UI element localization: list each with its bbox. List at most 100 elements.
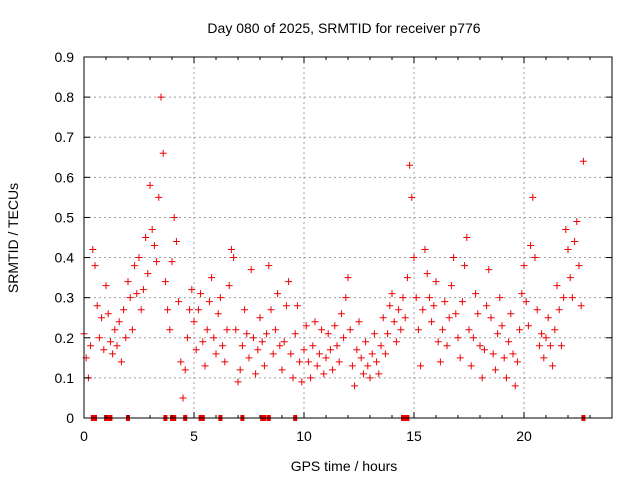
data-point	[423, 270, 431, 278]
data-point	[329, 366, 337, 374]
data-point	[170, 213, 178, 221]
data-point	[164, 306, 172, 314]
data-point	[293, 302, 301, 310]
data-point	[289, 374, 297, 382]
data-point	[557, 342, 565, 350]
data-point	[518, 290, 526, 298]
data-point	[302, 322, 310, 330]
data-point	[531, 254, 539, 262]
data-point	[210, 334, 218, 342]
data-point	[324, 330, 332, 338]
y-tick-label: 0.3	[55, 290, 75, 306]
data-point	[161, 278, 169, 286]
data-point	[461, 262, 469, 270]
x-tick-label: 20	[516, 428, 532, 444]
data-point	[507, 310, 515, 318]
data-point	[214, 310, 222, 318]
data-point	[326, 346, 334, 354]
data-point	[249, 334, 257, 342]
data-point	[221, 358, 229, 366]
data-point	[344, 274, 352, 282]
data-point	[428, 318, 436, 326]
data-point	[172, 238, 180, 246]
data-point	[425, 294, 433, 302]
data-point	[513, 358, 521, 366]
data-point	[496, 294, 504, 302]
data-point	[93, 302, 101, 310]
data-point	[227, 246, 235, 254]
data-point	[364, 362, 372, 370]
data-point	[181, 366, 189, 374]
data-point	[489, 350, 497, 358]
data-point	[89, 246, 97, 254]
data-point	[342, 294, 350, 302]
data-point	[417, 362, 425, 370]
data-point	[194, 306, 202, 314]
data-point	[142, 234, 150, 241]
data-point	[544, 314, 552, 322]
data-point	[505, 338, 513, 346]
data-point	[357, 354, 365, 362]
data-point	[175, 298, 183, 306]
data-point	[452, 310, 460, 318]
data-point	[91, 262, 99, 270]
data-point	[179, 394, 187, 402]
data-point	[529, 193, 537, 201]
x-tick-label: 10	[296, 428, 312, 444]
data-point	[201, 362, 209, 370]
data-point	[296, 358, 304, 366]
data-point	[549, 362, 557, 370]
data-point	[571, 238, 579, 246]
data-point	[168, 258, 176, 266]
data-point	[434, 338, 442, 346]
data-point	[498, 322, 506, 330]
data-point	[311, 318, 319, 326]
y-tick-label: 0.4	[55, 250, 75, 266]
data-point	[472, 290, 480, 298]
data-point	[263, 330, 271, 338]
data-point	[111, 326, 119, 334]
data-point	[157, 93, 165, 101]
data-point	[333, 342, 341, 350]
data-point	[216, 294, 224, 302]
data-point	[291, 330, 299, 338]
data-points	[80, 93, 587, 402]
data-point	[421, 246, 429, 254]
data-point	[568, 294, 576, 302]
data-point	[243, 330, 251, 338]
data-point	[298, 378, 306, 386]
data-point	[256, 314, 264, 322]
data-point	[439, 326, 447, 334]
data-point	[318, 326, 326, 334]
data-point	[232, 326, 240, 334]
data-point	[276, 342, 284, 350]
x-axis-label: GPS time / hours	[291, 458, 398, 474]
data-point	[443, 342, 451, 350]
data-point	[511, 382, 519, 390]
data-point	[241, 306, 249, 314]
data-point	[355, 318, 363, 326]
data-point	[368, 350, 376, 358]
data-point	[205, 298, 213, 306]
data-point	[309, 342, 317, 350]
data-point	[254, 346, 262, 354]
data-point	[124, 278, 132, 286]
data-point	[560, 294, 568, 302]
data-point	[199, 338, 207, 346]
data-point	[120, 306, 128, 314]
data-point	[128, 326, 136, 334]
data-point	[113, 342, 121, 350]
data-point	[546, 342, 554, 350]
data-point	[527, 242, 535, 250]
data-point	[401, 314, 409, 322]
data-point	[373, 358, 381, 366]
y-axis-ticks: 0 0.1 0.2 0.3 0.4 0.5 0.6 0.7 0.8 0.9	[55, 49, 612, 426]
data-point	[150, 242, 158, 250]
data-point	[483, 302, 491, 310]
data-point	[137, 306, 145, 314]
data-point	[102, 282, 110, 290]
data-point	[406, 161, 414, 169]
data-point	[469, 334, 477, 342]
data-point	[467, 362, 475, 370]
